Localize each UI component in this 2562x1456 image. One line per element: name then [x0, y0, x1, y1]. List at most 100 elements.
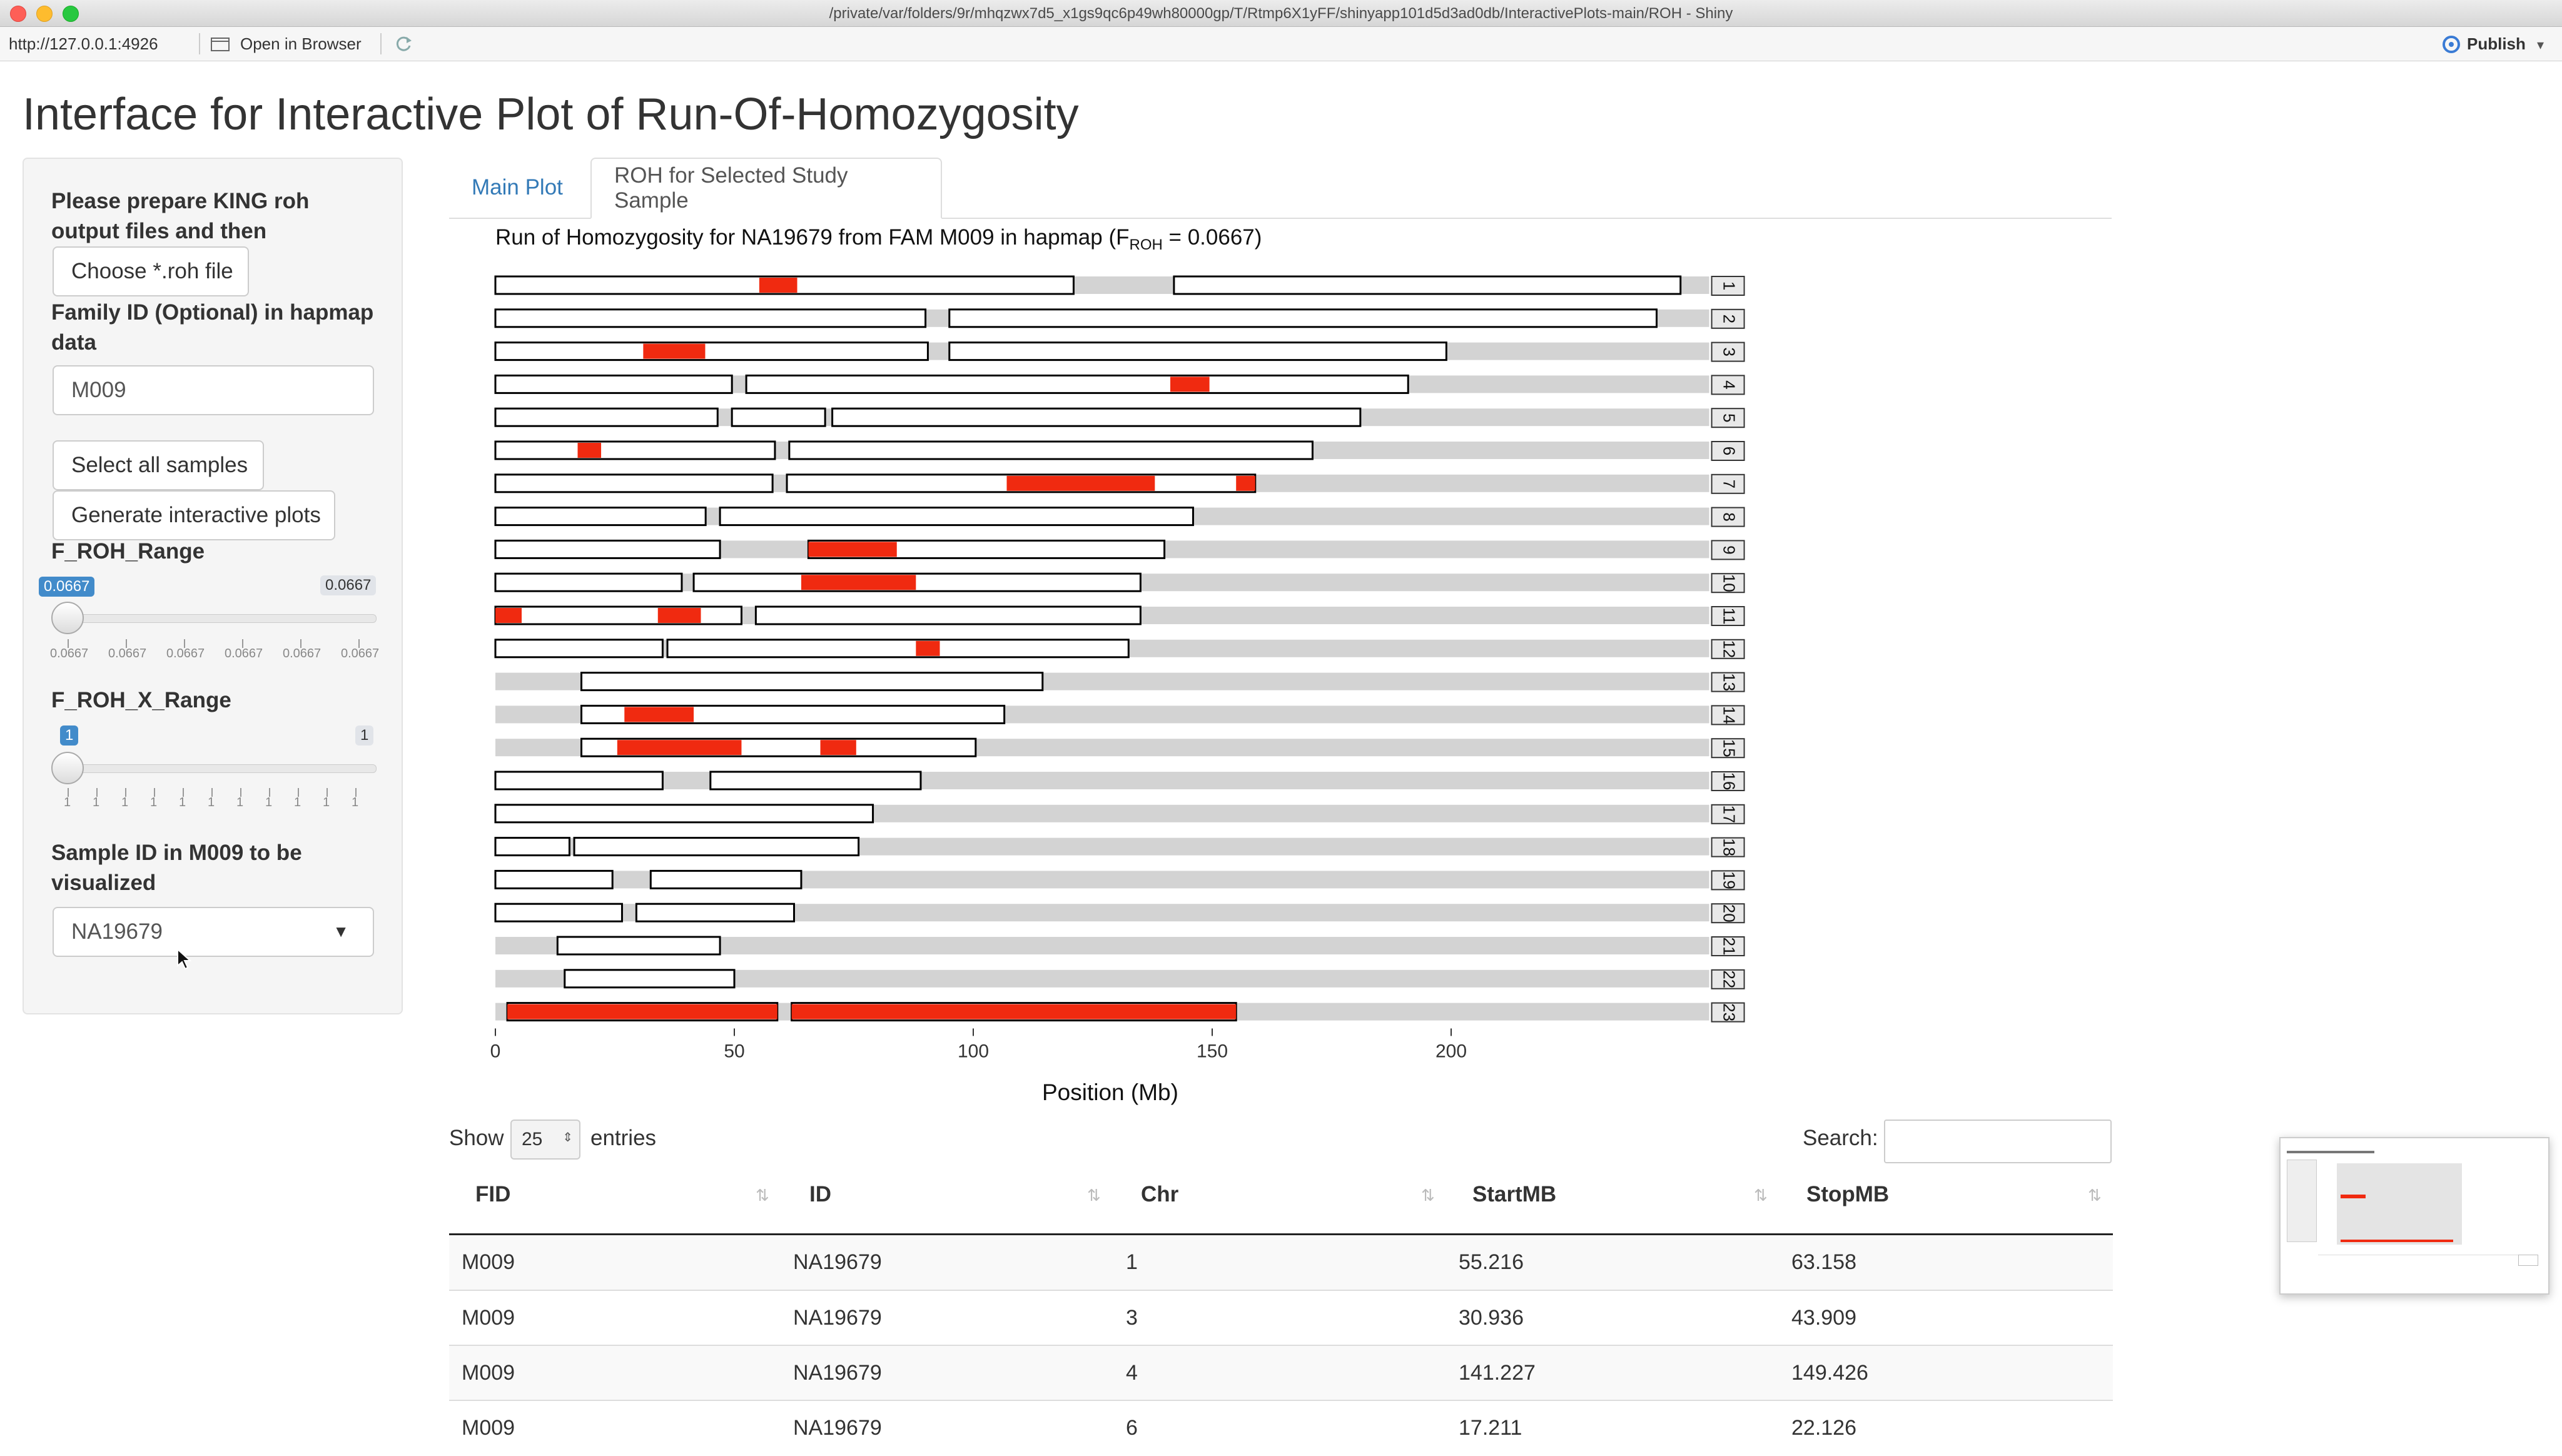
- zoom-window-button[interactable]: [63, 6, 79, 22]
- cell-id: NA19679: [793, 1361, 882, 1385]
- tab-main-plot[interactable]: Main Plot: [472, 175, 563, 200]
- chr-label: 20: [1720, 904, 1739, 923]
- minimize-window-button[interactable]: [36, 6, 53, 22]
- family-id-input[interactable]: M009: [53, 365, 374, 415]
- chr-label: 12: [1720, 640, 1739, 658]
- roh-bar-chr23: [507, 1004, 777, 1019]
- roh-bar-chr7: [1006, 475, 1155, 491]
- chr-label-box: [1711, 1002, 1745, 1023]
- cell-startmb: 55.216: [1459, 1250, 1524, 1274]
- chr-label-box: [1711, 672, 1745, 692]
- froh-x-tick-label: 1: [150, 796, 158, 809]
- chr-label-box: [1711, 408, 1745, 428]
- segment-bar-chr9: [494, 539, 721, 559]
- chr-label-box: [1711, 705, 1745, 725]
- mouse-cursor-icon: [177, 948, 191, 970]
- chr-label-box: [1711, 804, 1745, 824]
- roh-bar-chr12: [916, 640, 940, 656]
- toolbar-divider: [199, 33, 200, 54]
- segment-bar-chr6: [494, 440, 776, 460]
- publish-dropdown-icon[interactable]: ▾: [2537, 37, 2544, 53]
- froh-x-range-track[interactable]: [68, 764, 377, 773]
- column-header-fid[interactable]: FID: [475, 1182, 511, 1206]
- sort-icon[interactable]: ⇅: [1754, 1186, 1768, 1205]
- choose-file-button[interactable]: Choose *.roh file: [53, 246, 249, 296]
- show-label: Show: [449, 1126, 504, 1150]
- tab-roh-selected-sample[interactable]: ROH for Selected Study Sample: [590, 158, 942, 219]
- cell-stopmb: 149.426: [1791, 1361, 1868, 1385]
- cell-chr: 1: [1126, 1250, 1138, 1274]
- sample-id-select[interactable]: NA19679 ▼: [53, 907, 374, 957]
- chr-label-box: [1711, 276, 1745, 296]
- roh-bar-chr14: [624, 707, 694, 722]
- chr-label-box: [1711, 969, 1745, 989]
- column-header-id[interactable]: ID: [809, 1182, 831, 1206]
- x-tick-label: 0: [490, 1041, 501, 1061]
- chr-label: 6: [1720, 447, 1739, 455]
- froh-x-tick-label: 1: [323, 796, 330, 809]
- roh-bar-chr23: [791, 1004, 1237, 1019]
- sort-icon[interactable]: ⇅: [2088, 1186, 2102, 1205]
- roh-bar-chr15: [820, 740, 856, 756]
- cell-chr: 6: [1126, 1416, 1138, 1440]
- segment-bar-chr11: [754, 605, 1142, 625]
- entries-label: entries: [590, 1126, 657, 1150]
- cell-id: NA19679: [793, 1416, 882, 1440]
- froh-range-handle[interactable]: [51, 602, 84, 634]
- entries-select[interactable]: 25 ⇕: [510, 1120, 580, 1160]
- table-row[interactable]: M009 NA19679 4 141.227 149.426: [449, 1345, 2113, 1401]
- plot-title: Run of Homozygosity for NA19679 from FAM…: [495, 225, 1262, 254]
- froh-tick-label: 0.0667: [225, 647, 263, 660]
- chr-label: 18: [1720, 838, 1739, 856]
- window-thumbnail-preview[interactable]: [2279, 1137, 2549, 1295]
- table-search-input[interactable]: [1884, 1120, 2112, 1163]
- select-all-samples-button[interactable]: Select all samples: [53, 440, 264, 490]
- entries-value: 25: [522, 1129, 543, 1150]
- table-row[interactable]: M009 NA19679 6 17.211 22.126: [449, 1400, 2113, 1456]
- table-row[interactable]: M009 NA19679 1 55.216 63.158: [449, 1233, 2113, 1290]
- sort-icon[interactable]: ⇅: [1087, 1186, 1101, 1205]
- cell-fid: M009: [462, 1250, 515, 1274]
- segment-bar-chr16: [494, 771, 664, 791]
- cell-id: NA19679: [793, 1306, 882, 1330]
- sort-icon[interactable]: ⇅: [756, 1186, 769, 1205]
- roh-bar-chr15: [617, 740, 742, 756]
- froh-range-track[interactable]: [68, 614, 377, 623]
- column-header-stopmb[interactable]: StopMB: [1806, 1182, 1890, 1206]
- cell-stopmb: 22.126: [1791, 1416, 1856, 1440]
- dropdown-caret-icon: ▼: [333, 922, 349, 941]
- refresh-icon[interactable]: [393, 33, 414, 54]
- froh-x-range-handle[interactable]: [51, 752, 84, 784]
- search-label: Search:: [1803, 1126, 1878, 1150]
- segment-bar-chr4: [745, 374, 1409, 394]
- froh-x-tick-label: 1: [265, 796, 273, 809]
- segment-bar-chr6: [788, 440, 1314, 460]
- table-row[interactable]: M009 NA19679 3 30.936 43.909: [449, 1290, 2113, 1346]
- chr-label: 4: [1720, 380, 1739, 389]
- x-axis-label: Position (Mb): [1042, 1079, 1178, 1105]
- froh-x-tick-label: 1: [179, 796, 186, 809]
- plot-title-subscript: ROH: [1129, 236, 1163, 253]
- chr-label: 13: [1720, 673, 1739, 691]
- chr-label: 14: [1720, 706, 1739, 724]
- open-in-browser-button[interactable]: Open in Browser: [240, 34, 362, 53]
- plot-title-prefix: Run of Homozygosity for NA19679 from FAM…: [495, 225, 1130, 250]
- segment-bar-chr19: [649, 869, 803, 889]
- publish-button[interactable]: Publish: [2467, 34, 2526, 53]
- sort-icon[interactable]: ⇅: [1421, 1186, 1435, 1205]
- x-tick-label: 200: [1435, 1041, 1467, 1061]
- toolbar-divider: [380, 33, 382, 54]
- chr-label-box: [1711, 837, 1745, 857]
- close-window-button[interactable]: [10, 6, 26, 22]
- column-header-chr[interactable]: Chr: [1141, 1182, 1179, 1206]
- sample-id-value: NA19679: [71, 919, 163, 944]
- froh-tick-label: 0.0667: [341, 647, 380, 660]
- segment-bar-chr18: [494, 837, 570, 857]
- generate-plots-button[interactable]: Generate interactive plots: [53, 490, 335, 540]
- chr-label: 2: [1720, 315, 1739, 323]
- column-header-startmb[interactable]: StartMB: [1472, 1182, 1557, 1206]
- chr-label-box: [1711, 870, 1745, 891]
- segment-bar-chr16: [709, 771, 922, 791]
- froh-x-range-ticks: [68, 788, 378, 797]
